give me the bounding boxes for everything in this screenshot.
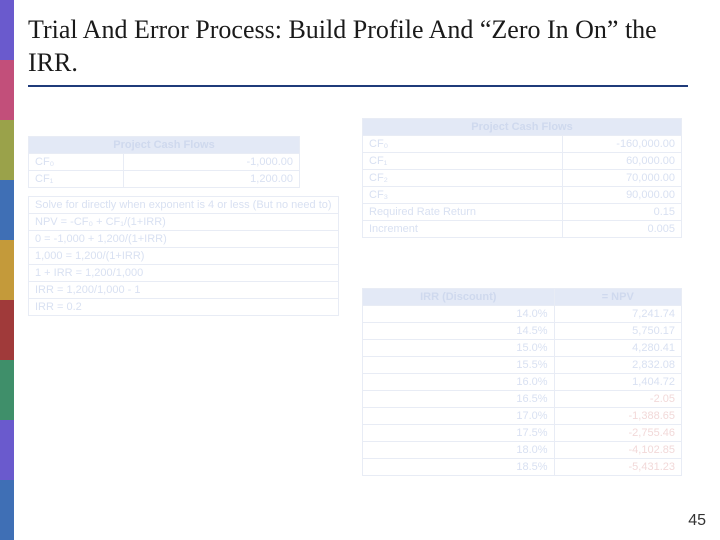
sidebar-segment (0, 120, 14, 180)
table-header: Project Cash Flows (29, 137, 300, 154)
cell-label: CF₃ (363, 187, 563, 204)
table-row: CF₁60,000.00 (363, 153, 682, 170)
cell-rate: 14.5% (363, 323, 555, 340)
right-npv-table: IRR (Discount) = NPV 14.0%7,241.7414.5%5… (362, 288, 682, 476)
cell-value: 70,000.00 (562, 170, 681, 187)
cell-rate: 18.5% (363, 459, 555, 476)
slide-title: Trial And Error Process: Build Profile A… (28, 14, 688, 79)
table-row: 16.5%-2.05 (363, 391, 682, 408)
table-row: 17.0%-1,388.65 (363, 408, 682, 425)
sidebar-segment (0, 300, 14, 360)
cell-label: CF₁ (29, 171, 124, 188)
table-row: 16.0%1,404.72 (363, 374, 682, 391)
cell-text: Solve for directly when exponent is 4 or… (29, 197, 339, 214)
slide: Trial And Error Process: Build Profile A… (0, 0, 720, 540)
sidebar-segment (0, 60, 14, 120)
table-row: CF₂70,000.00 (363, 170, 682, 187)
cell-value: 1,200.00 (124, 171, 300, 188)
cell-label: CF₀ (29, 154, 124, 171)
cell-value: 90,000.00 (562, 187, 681, 204)
table-row: 1 + IRR = 1,200/1,000 (29, 265, 339, 282)
title-underline (28, 85, 688, 87)
cell-text: 1,000 = 1,200/(1+IRR) (29, 248, 339, 265)
table-row: 18.0%-4,102.85 (363, 442, 682, 459)
cell-rate: 17.5% (363, 425, 555, 442)
cell-npv: 4,280.41 (554, 340, 681, 357)
left-derivation-table: Solve for directly when exponent is 4 or… (28, 196, 328, 316)
cell-npv: -2.05 (554, 391, 681, 408)
cell-rate: 15.5% (363, 357, 555, 374)
table-row: Required Rate Return0.15 (363, 204, 682, 221)
table-header: = NPV (554, 289, 681, 306)
table-row: 15.5%2,832.08 (363, 357, 682, 374)
cell-rate: 17.0% (363, 408, 555, 425)
table-row: CF₀-1,000.00 (29, 154, 300, 171)
cell-rate: 16.5% (363, 391, 555, 408)
right-cashflow-table: Project Cash Flows CF₀-160,000.00CF₁60,0… (362, 118, 682, 238)
accent-sidebar (0, 0, 14, 540)
table-row: IRR = 1,200/1,000 - 1 (29, 282, 339, 299)
sidebar-segment (0, 420, 14, 480)
cell-npv: -1,388.65 (554, 408, 681, 425)
cell-rate: 18.0% (363, 442, 555, 459)
cell-text: 1 + IRR = 1,200/1,000 (29, 265, 339, 282)
cell-npv: -2,755.46 (554, 425, 681, 442)
cell-npv: -5,431.23 (554, 459, 681, 476)
table-row: 14.5%5,750.17 (363, 323, 682, 340)
table-row: Increment0.005 (363, 221, 682, 238)
table-row: NPV = -CF₀ + CF₁/(1+IRR) (29, 214, 339, 231)
cell-text: IRR = 1,200/1,000 - 1 (29, 282, 339, 299)
cell-text: IRR = 0.2 (29, 299, 339, 316)
table-row: CF₁1,200.00 (29, 171, 300, 188)
sidebar-segment (0, 360, 14, 420)
sidebar-segment (0, 180, 14, 240)
sidebar-segment (0, 240, 14, 300)
sidebar-segment (0, 480, 14, 540)
cell-value: -160,000.00 (562, 136, 681, 153)
cell-text: 0 = -1,000 + 1,200/(1+IRR) (29, 231, 339, 248)
page-number: 45 (688, 512, 706, 530)
cell-npv: -4,102.85 (554, 442, 681, 459)
table-row: 1,000 = 1,200/(1+IRR) (29, 248, 339, 265)
cell-label: Required Rate Return (363, 204, 563, 221)
cell-value: 0.15 (562, 204, 681, 221)
table-row: Solve for directly when exponent is 4 or… (29, 197, 339, 214)
table-row: 0 = -1,000 + 1,200/(1+IRR) (29, 231, 339, 248)
left-cashflow-table: Project Cash Flows CF₀-1,000.00CF₁1,200.… (28, 136, 328, 188)
cell-label: CF₂ (363, 170, 563, 187)
cell-npv: 7,241.74 (554, 306, 681, 323)
cell-value: -1,000.00 (124, 154, 300, 171)
table-header: IRR (Discount) (363, 289, 555, 306)
cell-label: CF₀ (363, 136, 563, 153)
cell-value: 60,000.00 (562, 153, 681, 170)
cell-value: 0.005 (562, 221, 681, 238)
cell-rate: 16.0% (363, 374, 555, 391)
cell-label: CF₁ (363, 153, 563, 170)
table-row: CF₃90,000.00 (363, 187, 682, 204)
cell-text: NPV = -CF₀ + CF₁/(1+IRR) (29, 214, 339, 231)
sidebar-segment (0, 0, 14, 60)
table-row: 14.0%7,241.74 (363, 306, 682, 323)
cell-npv: 2,832.08 (554, 357, 681, 374)
table-header: Project Cash Flows (363, 119, 682, 136)
cell-npv: 5,750.17 (554, 323, 681, 340)
title-block: Trial And Error Process: Build Profile A… (28, 14, 688, 87)
cell-rate: 14.0% (363, 306, 555, 323)
cell-rate: 15.0% (363, 340, 555, 357)
table-row: IRR = 0.2 (29, 299, 339, 316)
cell-npv: 1,404.72 (554, 374, 681, 391)
table-row: 17.5%-2,755.46 (363, 425, 682, 442)
cell-label: Increment (363, 221, 563, 238)
table-row: 15.0%4,280.41 (363, 340, 682, 357)
table-row: CF₀-160,000.00 (363, 136, 682, 153)
table-row: 18.5%-5,431.23 (363, 459, 682, 476)
